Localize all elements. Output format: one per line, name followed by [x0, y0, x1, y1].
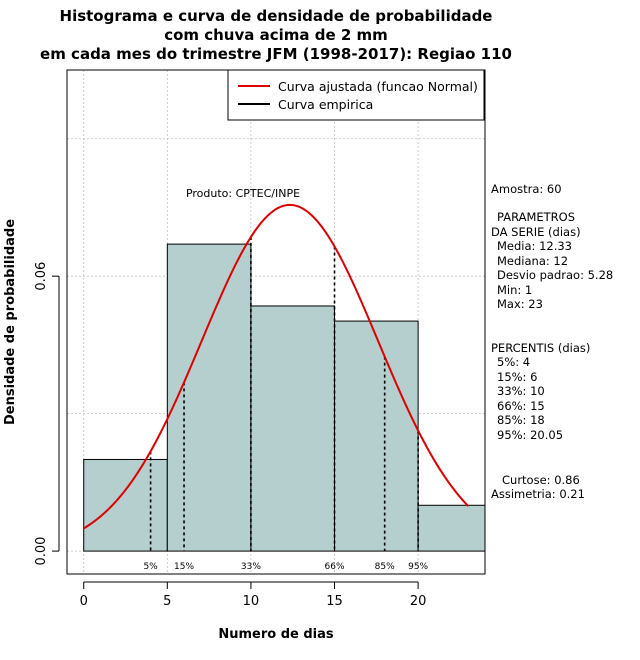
- legend-label-empirical: Curva empirica: [278, 97, 373, 112]
- percentil-33: 33%: 10: [497, 384, 545, 398]
- param-media: Media: 12.33: [497, 239, 572, 253]
- histogram-bar: [166, 243, 252, 552]
- percentile-label: 85%: [375, 562, 395, 572]
- percentile-label: 15%: [174, 562, 194, 572]
- legend-box: [227, 69, 485, 121]
- percentil-66: 66%: 15: [497, 399, 545, 413]
- param-desvio: Desvio padrao: 5.28: [497, 268, 613, 282]
- percentil-5: 5%: 4: [497, 355, 530, 369]
- normal-curve: [83, 203, 470, 530]
- percentile-label: 95%: [408, 562, 428, 572]
- percentile-lines: 5% 15% 33% 66% 85% 95%: [143, 237, 429, 572]
- y-tick-label: 0.06: [34, 262, 49, 291]
- assimetria: Assimetria: 0.21: [491, 487, 585, 501]
- percentile-label: 5%: [143, 562, 158, 572]
- side-panel: Amostra: 60 PARAMETROS DA SERIE (dias) M…: [491, 182, 613, 501]
- histogram-bar: [417, 504, 486, 552]
- param-min: Min: 1: [497, 283, 532, 297]
- percentil-15: 15%: 6: [497, 370, 537, 384]
- legend: Curva ajustada (funcao Normal) Curva emp…: [227, 69, 485, 121]
- percentile-label: 66%: [325, 562, 345, 572]
- percentile-label: 33%: [241, 562, 261, 572]
- axes-layer: 0 5 10 15 20 0.00 0.06: [34, 262, 426, 609]
- histogram-bar: [334, 320, 419, 552]
- param-max: Max: 23: [497, 297, 543, 311]
- histogram-bars: [83, 243, 486, 552]
- x-tick-label: 5: [163, 594, 171, 609]
- x-tick-label: 15: [326, 594, 343, 609]
- histogram-bar: [250, 305, 336, 552]
- y-axis-title: Densidade de probabilidade: [3, 219, 18, 425]
- x-tick-label: 0: [80, 594, 88, 609]
- chart-title-line-3: em cada mes do trimestre JFM (1998-2017)…: [40, 45, 512, 63]
- chart-title-line-2: com chuva acima de 2 mm: [164, 26, 388, 44]
- x-axis-title: Numero de dias: [218, 627, 334, 642]
- legend-label-normal: Curva ajustada (funcao Normal): [278, 79, 478, 94]
- curtose: Curtose: 0.86: [502, 473, 580, 487]
- histogram-bar: [83, 458, 168, 552]
- percentil-95: 95%: 20.05: [497, 428, 563, 442]
- chart-title-line-1: Histograma e curva de densidade de proba…: [60, 7, 493, 25]
- product-annotation: Produto: CPTEC/INPE: [186, 187, 300, 200]
- y-tick-label: 0.00: [34, 537, 49, 566]
- sample-size: Amostra: 60: [491, 182, 562, 196]
- params-title-1: PARAMETROS: [497, 210, 575, 224]
- param-mediana: Mediana: 12: [497, 254, 568, 268]
- percentil-85: 85%: 18: [497, 413, 545, 427]
- x-tick-label: 20: [410, 594, 427, 609]
- params-title-2: DA SERIE (dias): [491, 225, 581, 239]
- x-tick-label: 10: [243, 594, 260, 609]
- percentis-title: PERCENTIS (dias): [491, 341, 590, 355]
- normal-curve-layer: [83, 203, 470, 530]
